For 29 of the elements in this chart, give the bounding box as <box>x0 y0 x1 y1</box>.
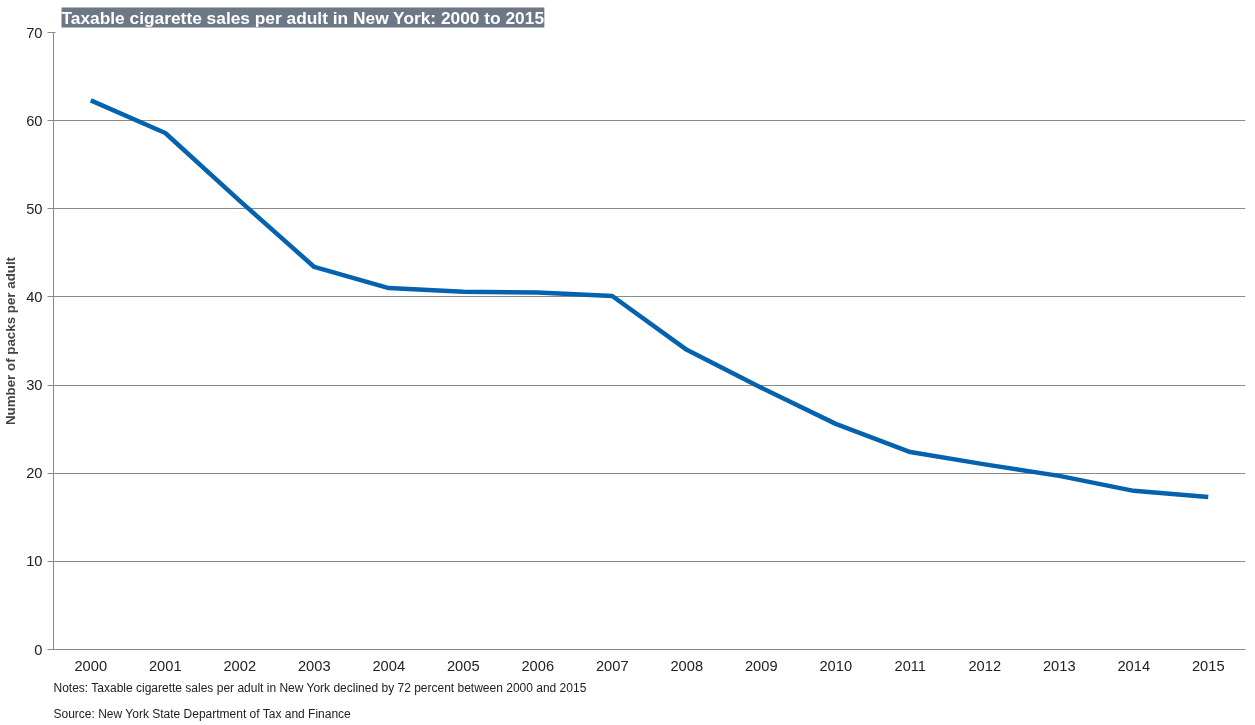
x-tick-label: 2003 <box>297 657 331 674</box>
y-tick-label: 30 <box>26 377 43 394</box>
line-series <box>88 98 1211 500</box>
x-tick-label: 2009 <box>744 657 778 674</box>
x-tick-label: 2008 <box>670 657 704 674</box>
y-axis-title: Number of packs per adult <box>3 256 19 426</box>
y-tick-label: 20 <box>26 465 43 482</box>
source-note: Source: New York State Department of Tax and Finance <box>53 706 352 721</box>
x-tick-label: 2011 <box>894 657 927 674</box>
y-tick-label: 70 <box>26 24 43 41</box>
x-tick-label: 2004 <box>372 657 406 674</box>
x-tick-label: 2007 <box>595 657 629 674</box>
x-tick-label: 2012 <box>968 657 1002 674</box>
chart-title: Taxable cigarette sales per adult in New York: 2000 to 2015 <box>61 7 545 28</box>
x-tick-label: 2002 <box>223 657 257 674</box>
y-tick-label: 40 <box>26 288 43 305</box>
y-tick-label: 50 <box>26 200 43 217</box>
x-tick-label: 2005 <box>446 657 480 674</box>
text: Notes: Taxable cigarette sales per adult in New York declined by 72 percent between 2000 and 2015 <box>53 680 587 695</box>
y-tick-label: 0 <box>34 641 43 658</box>
x-tick-label: 2006 <box>521 657 555 674</box>
x-tick-label: 2014 <box>1117 657 1151 674</box>
x-tick-label: 2000 <box>74 657 108 674</box>
x-tick-label: 2001 <box>148 657 182 674</box>
x-tick-label: 2013 <box>1042 657 1076 674</box>
x-tick-label: 2015 <box>1191 657 1225 674</box>
y-tick-label: 10 <box>26 553 43 570</box>
x-tick-label: 2010 <box>819 657 853 674</box>
y-tick-label: 60 <box>26 112 43 129</box>
